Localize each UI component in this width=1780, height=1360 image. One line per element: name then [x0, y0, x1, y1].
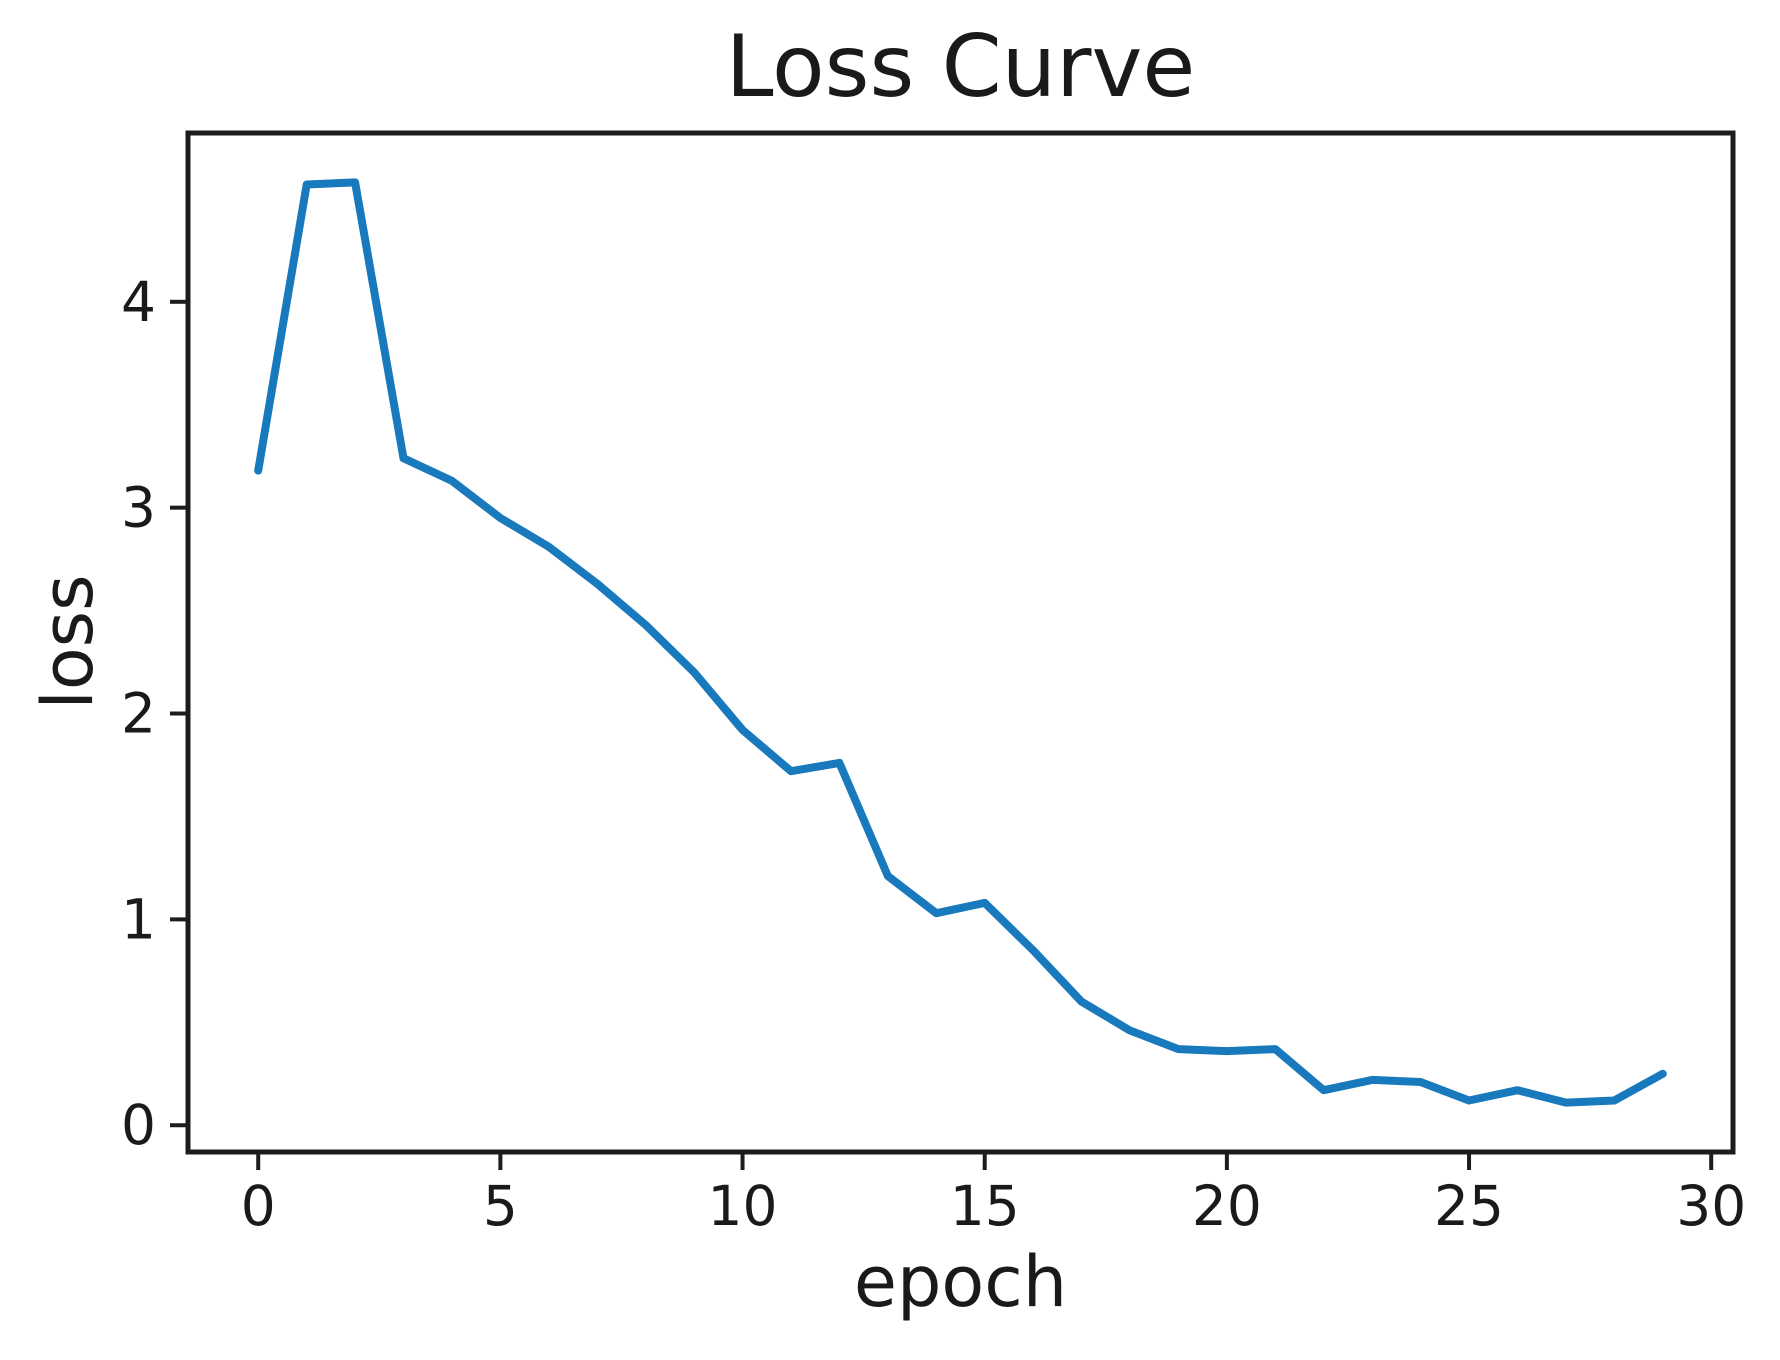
chart-title: Loss Curve	[725, 17, 1196, 117]
y-tick-label: 0	[121, 1093, 156, 1157]
y-tick-label: 3	[121, 476, 156, 540]
y-tick-label: 4	[121, 270, 156, 334]
loss-line	[254, 178, 1667, 1107]
axes-frame	[185, 130, 1736, 1155]
x-tick-label: 25	[1434, 1174, 1504, 1238]
x-tick-label: 5	[483, 1174, 518, 1238]
y-tick-label: 2	[121, 682, 156, 746]
y-tick-label: 1	[121, 887, 156, 951]
x-tick-label: 10	[708, 1174, 778, 1238]
x-axis-label: epoch	[853, 1241, 1068, 1323]
x-tick-label: 30	[1676, 1174, 1746, 1238]
x-tick-label: 20	[1192, 1174, 1262, 1238]
x-tick-label: 15	[950, 1174, 1020, 1238]
x-tick-label: 0	[241, 1174, 276, 1238]
